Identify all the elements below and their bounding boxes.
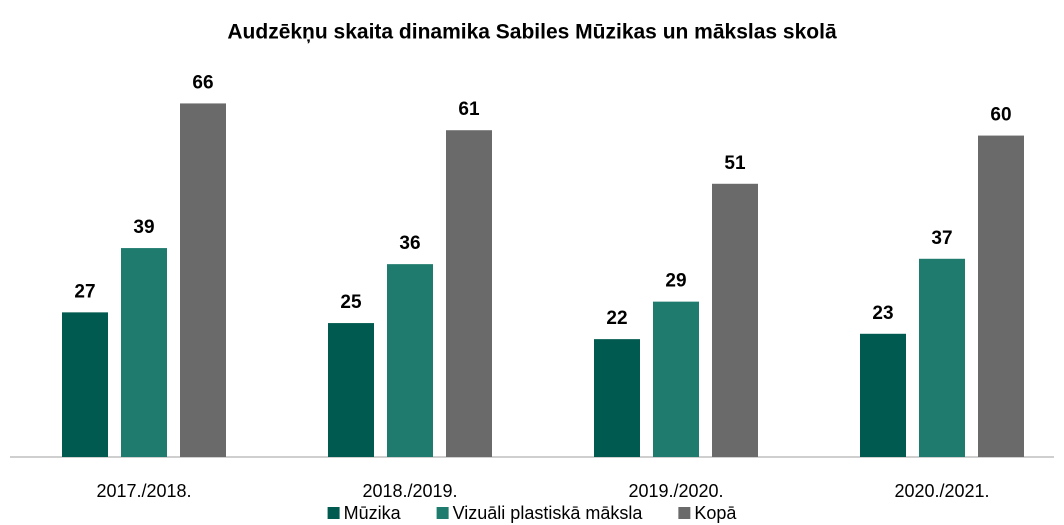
x-tick-label: 2017./2018. [96, 481, 191, 501]
data-label: 36 [399, 233, 420, 254]
bar [446, 130, 492, 457]
data-label: 27 [74, 281, 95, 302]
data-label: 39 [133, 217, 154, 238]
bar [121, 248, 167, 457]
bar [653, 301, 699, 457]
legend-swatch [436, 507, 449, 519]
x-tick-label: 2020./2021. [894, 481, 989, 501]
data-label: 29 [665, 271, 686, 292]
legend-swatch [678, 507, 691, 519]
bar [62, 312, 108, 457]
legend-swatch [327, 507, 340, 519]
bar [328, 323, 374, 457]
data-label: 61 [458, 99, 480, 120]
legend-label: Kopā [694, 503, 737, 523]
bar [860, 333, 906, 457]
bar [712, 183, 758, 458]
bar [919, 258, 965, 457]
legend-label: Mūzika [344, 503, 402, 523]
data-label: 37 [931, 228, 952, 249]
bar [180, 103, 226, 457]
x-tick-label: 2018./2019. [362, 481, 457, 501]
data-label: 66 [192, 72, 213, 93]
bar [594, 339, 640, 457]
chart-title: Audzēkņu skaita dinamika Sabiles Mūzikas… [227, 21, 837, 44]
bar [387, 264, 433, 457]
bar [978, 135, 1024, 458]
legend-label: Vizuāli plastiskā māksla [453, 503, 644, 523]
x-tick-label: 2019./2020. [628, 481, 723, 501]
data-label: 22 [606, 308, 627, 329]
data-label: 25 [340, 292, 362, 313]
data-label: 51 [724, 153, 746, 174]
data-label: 23 [872, 303, 893, 324]
data-label: 60 [990, 105, 1011, 126]
